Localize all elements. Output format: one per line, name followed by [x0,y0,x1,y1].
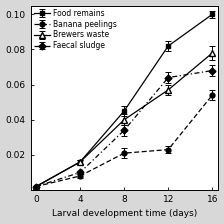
X-axis label: Larval development time (days): Larval development time (days) [52,209,197,218]
Legend: Food remains, Banana peelings, Brewers waste, Faecal sludge: Food remains, Banana peelings, Brewers w… [33,8,118,51]
